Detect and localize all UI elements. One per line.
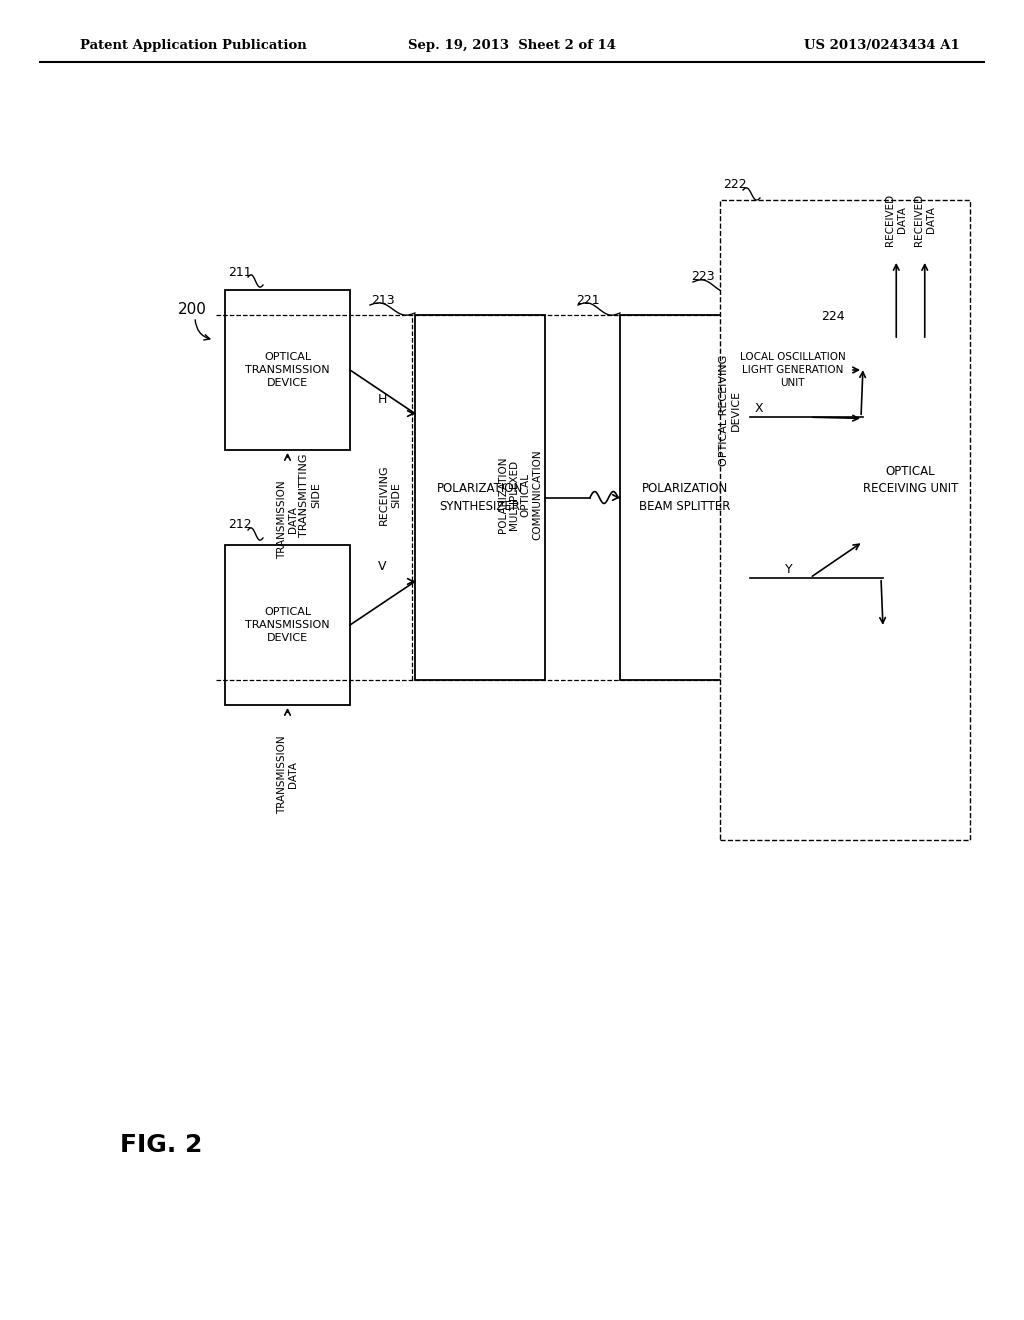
Text: POLARIZATION
BEAM SPLITTER: POLARIZATION BEAM SPLITTER (639, 483, 731, 512)
Text: Y: Y (785, 562, 793, 576)
Text: POLARIZATION
MULTIPLEXED
OPTICAL
COMMUNICATION: POLARIZATION MULTIPLEXED OPTICAL COMMUNI… (498, 450, 543, 540)
Bar (735, 290, 850, 450)
Text: OPTICAL
RECEIVING UNIT: OPTICAL RECEIVING UNIT (863, 465, 958, 495)
Bar (720, 201, 970, 840)
Bar (620, 315, 750, 680)
Bar (225, 290, 350, 450)
Text: OPTICAL
TRANSMISSION
DEVICE: OPTICAL TRANSMISSION DEVICE (245, 607, 330, 643)
Text: RECEIVED
DATA: RECEIVED DATA (886, 194, 907, 246)
Text: FIG. 2: FIG. 2 (120, 1133, 203, 1158)
Text: Patent Application Publication: Patent Application Publication (80, 38, 307, 51)
Text: 222: 222 (723, 178, 746, 191)
Text: V: V (378, 561, 387, 573)
Text: OPTICAL
TRANSMISSION
DEVICE: OPTICAL TRANSMISSION DEVICE (245, 352, 330, 388)
Text: RECEIVED
DATA: RECEIVED DATA (914, 194, 936, 246)
Text: 212: 212 (228, 519, 252, 532)
Text: 200: 200 (178, 302, 207, 318)
Text: H: H (378, 392, 387, 405)
Text: 213: 213 (372, 293, 395, 306)
Text: 224: 224 (821, 310, 845, 323)
Text: LOCAL OSCILLATION
LIGHT GENERATION
UNIT: LOCAL OSCILLATION LIGHT GENERATION UNIT (739, 352, 846, 388)
Bar (863, 341, 958, 620)
Text: 211: 211 (228, 265, 252, 279)
Text: OPTICAL RECEIVING
DEVICE: OPTICAL RECEIVING DEVICE (719, 354, 740, 466)
Text: POLARIZATION
SYNTHESIZER: POLARIZATION SYNTHESIZER (437, 483, 523, 512)
Text: TRANSMISSION
DATA: TRANSMISSION DATA (276, 735, 298, 813)
Text: X: X (755, 403, 764, 416)
Text: TRANSMITTING
SIDE: TRANSMITTING SIDE (299, 453, 321, 537)
Text: 223: 223 (691, 271, 715, 284)
Text: TRANSMISSION
DATA: TRANSMISSION DATA (276, 480, 298, 558)
Text: 221: 221 (577, 293, 600, 306)
Text: RECEIVING
SIDE: RECEIVING SIDE (379, 465, 400, 525)
Bar (415, 315, 545, 680)
Text: Sep. 19, 2013  Sheet 2 of 14: Sep. 19, 2013 Sheet 2 of 14 (408, 38, 616, 51)
Text: US 2013/0243434 A1: US 2013/0243434 A1 (804, 38, 961, 51)
Bar (225, 545, 350, 705)
